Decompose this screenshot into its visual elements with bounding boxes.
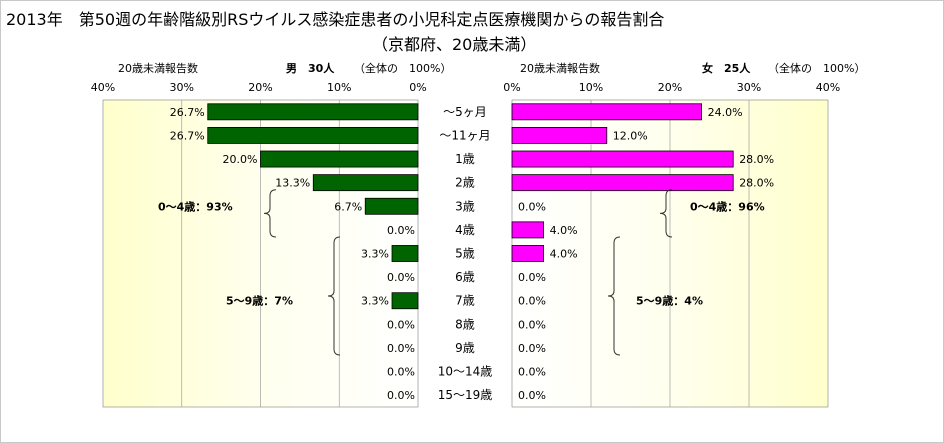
right-header: 女 25人 — [702, 62, 751, 75]
chart-title: 2013年 第50週の年齢階級別RSウイルス感染症患者の小児科定点医療機関からの… — [6, 10, 665, 29]
female-data-label: 0.0% — [518, 366, 546, 379]
male-data-label: 20.0% — [223, 153, 258, 166]
left-x-tick-label: 40% — [91, 81, 115, 94]
female-data-label: 0.0% — [518, 318, 546, 331]
right-x-tick-label: 20% — [658, 81, 682, 94]
left-x-tick-label: 10% — [327, 81, 351, 94]
male-bar — [391, 292, 419, 310]
category-label: 7歳 — [455, 294, 475, 308]
male-bar — [364, 197, 419, 215]
female-group-brace — [607, 236, 621, 356]
category-label: 6歳 — [455, 270, 475, 284]
male-data-label: 0.0% — [387, 271, 415, 284]
male-data-label: 6.7% — [334, 200, 362, 213]
female-data-label: 12.0% — [613, 129, 648, 142]
right-x-tick-label: 10% — [579, 81, 603, 94]
female-data-label: 0.0% — [518, 389, 546, 402]
female-bar — [511, 245, 545, 262]
left-header: 男 30人 — [286, 62, 335, 75]
female-group-label: 0～4歳：96% — [690, 199, 765, 213]
left-x-tick-label: 30% — [170, 81, 194, 94]
category-label: 5歳 — [455, 247, 475, 261]
female-data-label: 4.0% — [550, 248, 578, 261]
male-bar — [312, 174, 419, 192]
male-data-label: 26.7% — [170, 129, 205, 142]
category-label: 4歳 — [455, 223, 475, 237]
category-label: ～5ヶ月 — [443, 105, 487, 119]
female-group-brace — [659, 189, 673, 238]
male-data-label: 0.0% — [387, 224, 415, 237]
category-label: 8歳 — [455, 317, 475, 331]
male-data-label: 3.3% — [361, 295, 389, 308]
male-data-label: 26.7% — [170, 106, 205, 119]
right-x-tick-label: 30% — [737, 81, 761, 94]
male-group-brace — [263, 189, 277, 238]
male-group-brace — [327, 236, 341, 356]
left-header-note: （全体の 100%） — [354, 62, 452, 75]
category-label: 2歳 — [455, 176, 475, 190]
female-bar — [511, 221, 545, 239]
left-axis-title: 20歳未満報告数 — [118, 62, 198, 75]
male-group-label: 5～9歳：7% — [226, 294, 293, 308]
right-x-tick-label: 0% — [503, 81, 520, 94]
female-data-label: 0.0% — [518, 342, 546, 355]
male-data-label: 0.0% — [387, 389, 415, 402]
right-axis-title: 20歳未満報告数 — [520, 62, 600, 75]
male-data-label: 0.0% — [387, 342, 415, 355]
right-x-tick-label: 40% — [816, 81, 840, 94]
female-bar — [511, 126, 608, 144]
category-label: 1歳 — [455, 152, 475, 166]
male-bar — [207, 126, 419, 144]
category-label: 15～19歳 — [438, 388, 493, 402]
chart-subtitle: （京都府、20歳未満） — [372, 35, 537, 54]
female-data-label: 0.0% — [518, 200, 546, 213]
female-bar — [511, 174, 734, 192]
female-data-label: 0.0% — [518, 295, 546, 308]
right-header-note: （全体の 100%） — [768, 62, 866, 75]
category-label: 3歳 — [455, 199, 475, 213]
left-x-tick-label: 20% — [248, 81, 272, 94]
male-data-label: 3.3% — [361, 248, 389, 261]
male-bar — [260, 150, 419, 168]
female-bar — [511, 103, 703, 121]
male-data-label: 13.3% — [275, 177, 310, 190]
category-label: ～11ヶ月 — [439, 128, 490, 142]
male-bar — [207, 103, 419, 121]
category-label: 10～14歳 — [438, 365, 493, 379]
category-label: 9歳 — [455, 341, 475, 355]
female-data-label: 0.0% — [518, 271, 546, 284]
male-group-label: 0～4歳：93% — [158, 199, 233, 213]
female-data-label: 24.0% — [708, 106, 743, 119]
male-bar — [391, 245, 419, 262]
female-bar — [511, 150, 734, 168]
left-x-tick-label: 0% — [409, 81, 426, 94]
female-data-label: 28.0% — [739, 177, 774, 190]
female-data-label: 28.0% — [739, 153, 774, 166]
female-data-label: 4.0% — [550, 224, 578, 237]
female-group-label: 5～9歳：4% — [636, 294, 703, 308]
male-data-label: 0.0% — [387, 318, 415, 331]
male-data-label: 0.0% — [387, 366, 415, 379]
